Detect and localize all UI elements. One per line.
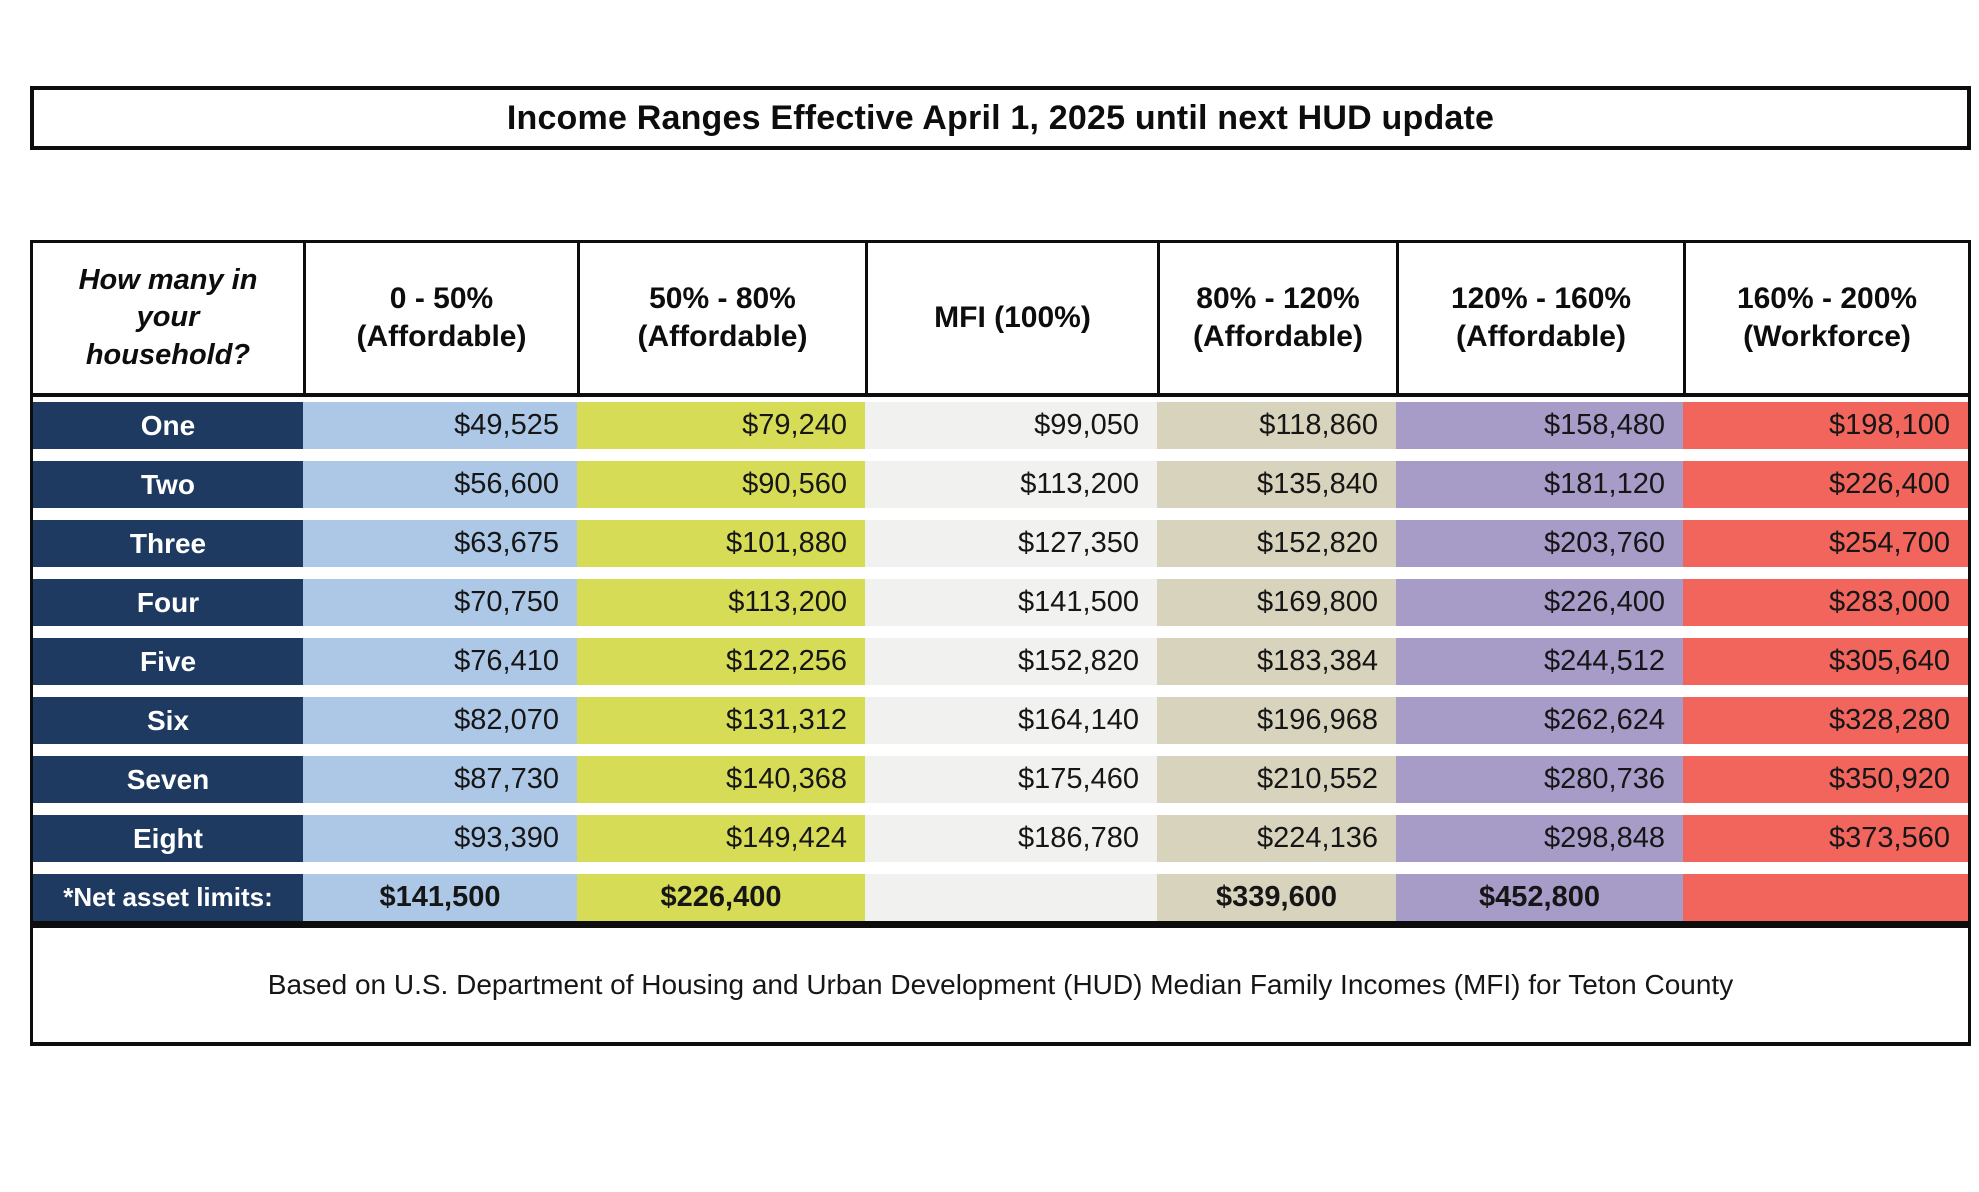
income-table: How many in your household? 0 - 50% (Aff… — [30, 240, 1971, 1046]
table-cell: $298,848 — [1396, 815, 1683, 862]
table-row: Six $82,070 $131,312 $164,140 $196,968 $… — [33, 697, 1968, 744]
table-row: One $49,525 $79,240 $99,050 $118,860 $15… — [33, 402, 1968, 449]
column-header-120-160: 120% - 160% (Affordable) — [1396, 243, 1683, 393]
table-cell: $152,820 — [865, 638, 1157, 685]
table-cell: $196,968 — [1157, 697, 1396, 744]
table-cell — [865, 874, 1157, 921]
table-cell: $226,400 — [1396, 579, 1683, 626]
table-cell: $181,120 — [1396, 461, 1683, 508]
table-cell: $280,736 — [1396, 756, 1683, 803]
table-cell: $131,312 — [577, 697, 865, 744]
table-row: Seven $87,730 $140,368 $175,460 $210,552… — [33, 756, 1968, 803]
table-cell: $149,424 — [577, 815, 865, 862]
table-cell: $226,400 — [577, 874, 865, 921]
table-cell: $152,820 — [1157, 520, 1396, 567]
column-header-80-120: 80% - 120% (Affordable) — [1157, 243, 1396, 393]
column-header-0-50: 0 - 50% (Affordable) — [303, 243, 577, 393]
table-cell: $186,780 — [865, 815, 1157, 862]
table-cell: $328,280 — [1683, 697, 1968, 744]
table-cell: $283,000 — [1683, 579, 1968, 626]
row-label: Three — [33, 520, 303, 567]
table-row: Two $56,600 $90,560 $113,200 $135,840 $1… — [33, 461, 1968, 508]
table-header-row: How many in your household? 0 - 50% (Aff… — [33, 243, 1968, 397]
table-cell: $93,390 — [303, 815, 577, 862]
table-cell: $82,070 — [303, 697, 577, 744]
table-cell: $87,730 — [303, 756, 577, 803]
table-cell: $226,400 — [1683, 461, 1968, 508]
table-cell: $452,800 — [1396, 874, 1683, 921]
table-cell: $203,760 — [1396, 520, 1683, 567]
column-header-household: How many in your household? — [33, 243, 303, 393]
row-label: Four — [33, 579, 303, 626]
table-cell: $140,368 — [577, 756, 865, 803]
row-label: Six — [33, 697, 303, 744]
table-cell: $76,410 — [303, 638, 577, 685]
table-cell: $158,480 — [1396, 402, 1683, 449]
table-cell: $113,200 — [577, 579, 865, 626]
row-label: Seven — [33, 756, 303, 803]
column-header-household-label: How many in your household? — [78, 264, 258, 371]
table-body: One $49,525 $79,240 $99,050 $118,860 $15… — [33, 397, 1968, 921]
table-cell: $262,624 — [1396, 697, 1683, 744]
table-cell: $244,512 — [1396, 638, 1683, 685]
table-cell: $350,920 — [1683, 756, 1968, 803]
table-cell: $175,460 — [865, 756, 1157, 803]
table-row: Three $63,675 $101,880 $127,350 $152,820… — [33, 520, 1968, 567]
table-cell: $113,200 — [865, 461, 1157, 508]
table-cell: $339,600 — [1157, 874, 1396, 921]
table-row: Five $76,410 $122,256 $152,820 $183,384 … — [33, 638, 1968, 685]
row-label: Five — [33, 638, 303, 685]
table-cell: $99,050 — [865, 402, 1157, 449]
table-cell: $90,560 — [577, 461, 865, 508]
table-row: Eight $93,390 $149,424 $186,780 $224,136… — [33, 815, 1968, 862]
table-cell — [1683, 874, 1968, 921]
table-cell: $373,560 — [1683, 815, 1968, 862]
table-cell: $198,100 — [1683, 402, 1968, 449]
table-cell: $305,640 — [1683, 638, 1968, 685]
table-cell: $70,750 — [303, 579, 577, 626]
column-header-50-80: 50% - 80% (Affordable) — [577, 243, 865, 393]
table-footnote: Based on U.S. Department of Housing and … — [33, 928, 1968, 1042]
table-row: Four $70,750 $113,200 $141,500 $169,800 … — [33, 579, 1968, 626]
row-label: Eight — [33, 815, 303, 862]
table-cell: $164,140 — [865, 697, 1157, 744]
row-label: One — [33, 402, 303, 449]
table-cell: $183,384 — [1157, 638, 1396, 685]
table-cell: $49,525 — [303, 402, 577, 449]
table-cell: $118,860 — [1157, 402, 1396, 449]
table-cell: $127,350 — [865, 520, 1157, 567]
table-cell: $141,500 — [865, 579, 1157, 626]
page-title: Income Ranges Effective April 1, 2025 un… — [506, 98, 1495, 137]
table-cell: $141,500 — [303, 874, 577, 921]
column-header-mfi: MFI (100%) — [865, 243, 1157, 393]
title-box: Income Ranges Effective April 1, 2025 un… — [30, 86, 1971, 150]
table-row: *Net asset limits: $141,500 $226,400 $33… — [33, 874, 1968, 921]
table-cell: $56,600 — [303, 461, 577, 508]
table-cell: $63,675 — [303, 520, 577, 567]
table-cell: $210,552 — [1157, 756, 1396, 803]
table-cell: $169,800 — [1157, 579, 1396, 626]
table-cell: $79,240 — [577, 402, 865, 449]
column-header-160-200: 160% - 200% (Workforce) — [1683, 243, 1968, 393]
table-cell: $224,136 — [1157, 815, 1396, 862]
table-cell: $254,700 — [1683, 520, 1968, 567]
table-cell: $122,256 — [577, 638, 865, 685]
table-divider — [33, 921, 1968, 928]
row-label: Two — [33, 461, 303, 508]
table-cell: $135,840 — [1157, 461, 1396, 508]
table-cell: $101,880 — [577, 520, 865, 567]
row-label: *Net asset limits: — [33, 874, 303, 921]
